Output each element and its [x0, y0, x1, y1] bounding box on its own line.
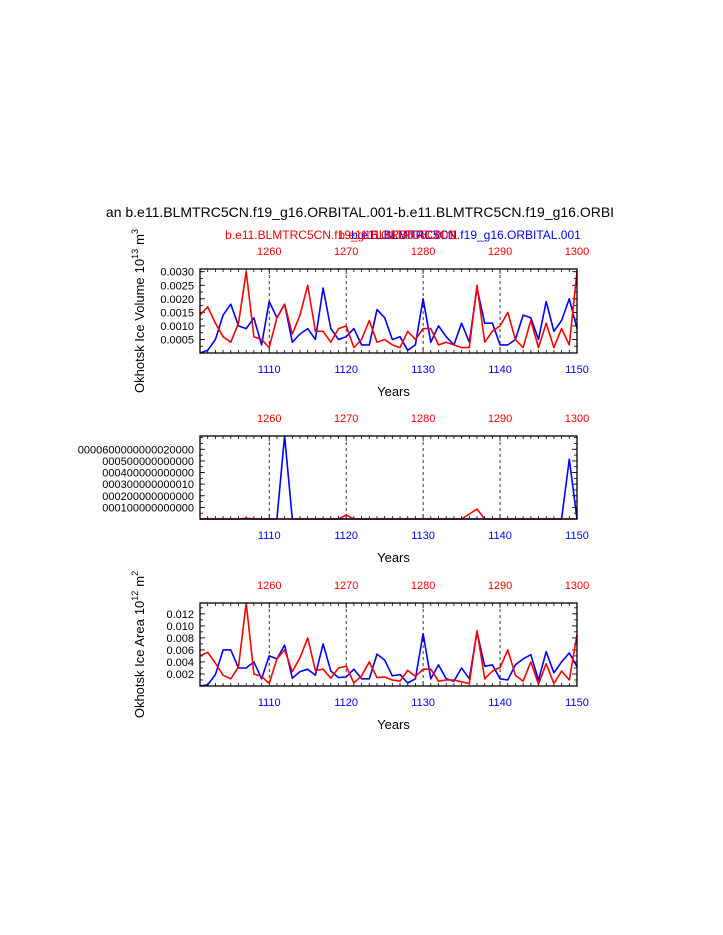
series-blue-line: [199, 631, 578, 687]
y-axis-label-unit: m: [132, 576, 147, 587]
x-tick-label-top: 1290: [488, 246, 512, 258]
x-tick-label-top: 1270: [334, 413, 358, 425]
plot-frame: [199, 602, 578, 687]
y-axis-label-exp: 12: [130, 591, 140, 601]
y-axis-label-exp: 13: [130, 249, 140, 259]
y-axis-label-text: Okhotsk Ice Volume: [132, 277, 147, 393]
y-axis-label: Okhotsk Ice Area 1012 m2: [130, 571, 147, 718]
series-blue-line: [200, 435, 578, 520]
y-tick-label: 0.002: [166, 669, 194, 681]
x-tick-label-bottom: 1110: [258, 530, 281, 542]
x-tick-label-bottom: 1130: [411, 697, 435, 709]
y-tick-label: 0.004: [166, 657, 194, 669]
y-axis-label-unit-exp: 3: [130, 229, 140, 234]
x-tick-label-bottom: 1130: [411, 530, 435, 542]
y-tick-label: 000500000000000: [102, 456, 194, 468]
y-tick-label: 0000600000000020000: [78, 444, 194, 456]
x-tick-label-bottom: 1150: [565, 530, 589, 542]
panel-middle: 1110 1120 1130 1140 1150 1260 1270 1280 1290 1300…: [78, 413, 589, 565]
y-tick-label: 0.0030: [160, 267, 194, 279]
y-tick-label: 000400000000000: [102, 468, 194, 480]
x-tick-label-bottom: 1120: [334, 697, 358, 709]
series-blue-line: [199, 287, 578, 354]
y-tick-label: 0.0025: [160, 280, 194, 292]
legend-blue-label: b.e11.BLMTRC5CN.f19_g16.ORBITAL.001: [351, 228, 581, 242]
x-tick-label-top: 1260: [257, 246, 281, 258]
x-tick-label-top: 1290: [488, 580, 512, 592]
x-axis-label: Years: [377, 717, 410, 732]
main-title: an b.e11.BLMTRC5CN.f19_g16.ORBITAL.001-b…: [106, 204, 614, 220]
plot-frame: [199, 268, 578, 354]
x-tick-label-top: 1280: [411, 246, 435, 258]
y-axis-label-base: 10: [132, 259, 147, 273]
x-tick-label-bottom: 1140: [488, 530, 512, 542]
x-tick-label-top: 1300: [565, 413, 589, 425]
y-tick-label: 000300000000010: [102, 479, 194, 491]
x-tick-label-bottom: 1120: [334, 364, 358, 376]
y-tick-label: 0.0020: [160, 294, 194, 306]
y-tick-label: 000200000000000: [102, 491, 194, 503]
x-tick-label-bottom: 1150: [565, 697, 589, 709]
legend-red-label: b.e11.BLMTRC5CN.f19_g16.ORBITAL.001: [225, 228, 455, 242]
y-axis-label-base: 10: [132, 601, 147, 615]
y-axis-label: Okhotsk Ice Volume 1013 m3: [130, 229, 147, 393]
x-axis-label: Years: [377, 384, 410, 399]
plot-frame: [199, 435, 578, 520]
x-tick-label-top: 1300: [565, 246, 589, 258]
x-tick-label-top: 1280: [411, 413, 435, 425]
y-tick-label: 0.010: [166, 621, 194, 633]
y-tick-label: 000100000000000: [102, 502, 194, 514]
y-tick-label: 0.0015: [160, 307, 194, 319]
legend-overlap-label: b.e11.BLMTRC5CN.f1: [338, 228, 457, 242]
y-tick-label: 0.012: [166, 609, 194, 621]
y-axis-label-unit: m: [132, 234, 147, 245]
y-tick-label: 0.0005: [160, 334, 194, 346]
y-axis-label-unit-exp: 2: [130, 571, 140, 576]
y-tick-label: 0.006: [166, 645, 194, 657]
x-tick-label-bottom: 1140: [488, 364, 512, 376]
x-tick-label-top: 1280: [411, 580, 435, 592]
panel-volume: 1110 1120 1130 1140 1150 1260 1270 1280 1290 1300…: [130, 229, 589, 399]
x-tick-label-top: 1270: [334, 246, 358, 258]
series-red-line: [200, 508, 577, 520]
x-tick-label-top: 1260: [257, 580, 281, 592]
y-axis-label-text: Okhotsk Ice Area: [132, 618, 147, 718]
x-tick-label-bottom: 1130: [411, 364, 435, 376]
x-axis-label: Years: [377, 550, 410, 565]
x-tick-label-bottom: 1150: [565, 364, 589, 376]
panel-area: 1110 1120 1130 1140 1150 1260 1270 1280 1290 1300…: [130, 571, 589, 732]
x-tick-label-bottom: 1110: [258, 364, 281, 376]
series-red-line: [199, 602, 578, 686]
x-tick-label-top: 1270: [334, 580, 358, 592]
x-tick-label-bottom: 1110: [258, 697, 281, 709]
x-tick-label-top: 1290: [488, 413, 512, 425]
series-red-line: [199, 270, 578, 349]
y-tick-label: 0.0010: [160, 321, 194, 333]
y-tick-label: 0.008: [166, 633, 194, 645]
x-tick-label-top: 1300: [565, 580, 589, 592]
x-tick-label-bottom: 1140: [488, 697, 512, 709]
x-tick-label-bottom: 1120: [334, 530, 358, 542]
x-tick-label-top: 1260: [257, 413, 281, 425]
